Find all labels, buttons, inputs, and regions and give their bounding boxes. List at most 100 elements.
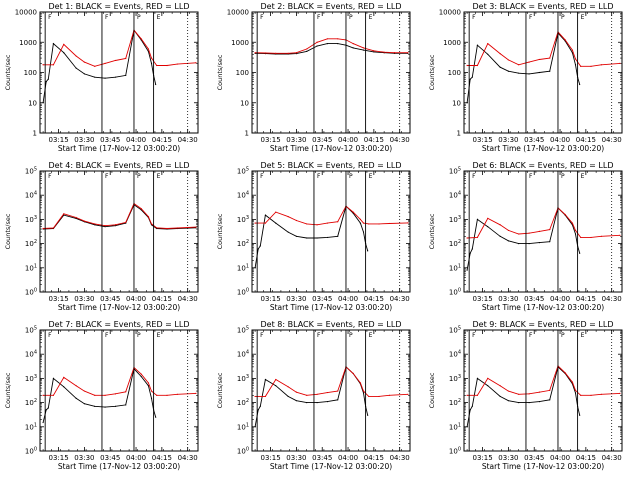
x-tick-label: 03:45 [100,295,120,303]
data-point [619,62,621,64]
data-point [264,52,267,54]
x-tick-label: 04:30 [602,454,622,462]
data-point [114,405,116,407]
y-tick-label: 104 [449,350,461,359]
data-point [487,217,489,219]
data-point [287,231,289,233]
series-line-red [43,29,196,67]
data-point [295,53,298,55]
y-tick-label: 1000 [19,39,37,47]
y-tick-label: 105 [25,326,37,335]
data-point [275,378,277,381]
event-tag: P [561,14,565,21]
x-tick-label: 03:30 [286,136,306,144]
y-tick-label: 100 [25,288,37,297]
data-point [528,393,530,395]
data-point [104,394,106,396]
panel-title: Det 6: BLACK = Events, RED = LLD [473,161,614,170]
data-point [125,221,127,224]
data-point [590,65,592,67]
y-tick-label: 102 [25,398,37,407]
series-line-red [467,31,620,67]
x-tick-label: 03:30 [74,136,94,144]
data-point [155,416,157,418]
y-tick-label: 100 [24,69,37,77]
data-point [195,392,197,394]
panel-8: Det 8: BLACK = Events, RED = LLD 100 101 10… [216,320,411,471]
event-tag: E [581,332,585,339]
x-tick-label: 03:15 [472,295,492,303]
data-point [326,236,328,239]
axis-box [463,329,623,452]
data-point [254,395,256,398]
data-point [359,222,362,224]
y-axis-label: Counts/sec [216,372,224,408]
data-point [600,64,602,66]
x-axis-label: Start Time (17-Nov-12 03:00:20) [482,462,604,471]
y-tick-label: 101 [25,263,37,272]
data-point [466,102,468,104]
data-point [574,233,577,235]
data-point [195,62,197,64]
data-point [104,226,106,228]
data-point [150,57,153,59]
data-point [63,386,65,388]
panel-4: Det 4: BLACK = Events, RED = LLD 100 101 10… [4,161,199,312]
data-point [104,77,106,79]
data-point [287,395,289,398]
data-point [114,225,116,227]
data-point [499,235,501,237]
data-point [316,224,318,226]
event-tag: P [349,332,353,339]
event-tag: P [137,14,141,21]
data-point [518,393,520,395]
data-point [538,241,540,244]
data-point [476,44,479,46]
data-point [147,385,150,387]
series-line-black [466,366,581,427]
data-point [83,403,86,405]
data-point [466,64,468,67]
y-tick-label: 1 [245,130,249,138]
x-tick-label: 04:30 [390,136,410,144]
event-tag: F [317,173,321,180]
data-point [52,227,55,229]
data-point [45,81,47,83]
data-point [75,67,77,69]
y-tick-label: 100 [237,288,249,297]
data-point [254,52,256,54]
data-point [373,51,375,53]
data-point [104,225,106,227]
event-tag: E [157,332,161,339]
x-tick-label: 04:30 [390,295,410,303]
data-point [518,72,520,74]
x-axis-label: Start Time (17-Nov-12 03:00:20) [482,303,604,312]
data-point [359,218,362,220]
event-tag: F [105,332,109,339]
y-tick-label: 104 [25,350,37,359]
axis-box [251,329,411,452]
data-point [316,237,318,239]
data-point [147,216,150,218]
data-point [316,41,318,43]
data-point [528,232,530,234]
panel-title: Det 5: BLACK = Events, RED = LLD [261,161,402,170]
data-point [571,52,574,54]
data-point [254,426,256,428]
data-point [518,402,520,404]
y-tick-label: 1000 [443,39,461,47]
y-axis-label: Counts/sec [428,213,436,249]
event-tag: F [529,332,533,339]
data-point [125,74,127,77]
data-point [326,38,328,40]
data-point [507,240,510,242]
event-tag: F [48,14,52,21]
data-point [75,385,77,387]
data-point [487,377,489,379]
x-tick-label: 04:15 [576,454,596,462]
event-tag: P [561,173,565,180]
data-point [264,214,267,216]
x-tick-label: 03:15 [260,454,280,462]
